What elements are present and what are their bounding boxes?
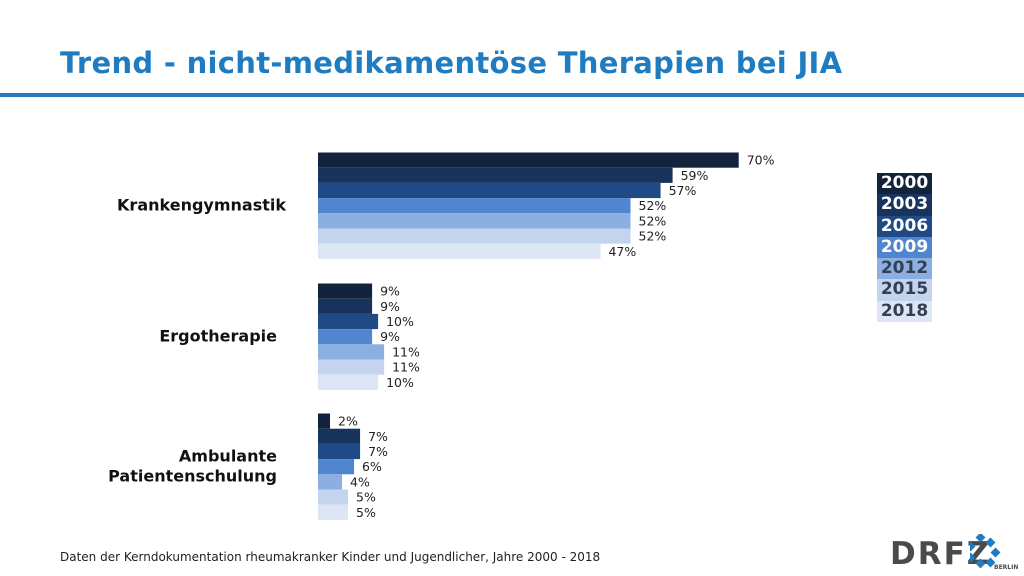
data-label: 10% [386,375,414,390]
category-label: Ergotherapie [159,327,277,346]
drfz-star-icon [970,534,1001,568]
bar-2006 [318,182,661,199]
category-label: Krankengymnastik [117,196,286,215]
legend-item-2015: 2015 [877,279,932,301]
legend-item-2009: 2009 [877,236,932,259]
bar-2009 [318,459,355,475]
drfz-logo: DRFZ BERLIN [890,532,1020,574]
data-label: 5% [356,505,376,520]
legend: 2000 2003 2006 2009 2012 2015 2018 [877,173,932,323]
data-label: 9% [380,284,400,299]
bar-2015 [318,228,631,244]
data-label: 11% [392,360,420,375]
bar-2006 [318,443,361,460]
category-label: Ambulante [179,447,277,466]
footer-note: Daten der Kerndokumentation rheumakranke… [60,550,601,564]
data-label: 47% [608,244,636,259]
category-label: Patientenschulung [108,467,277,486]
logo-subtext: BERLIN [994,564,1019,571]
data-label: 7% [368,429,388,444]
data-label: 5% [356,490,376,505]
data-label: 59% [681,168,709,183]
data-label: 11% [392,344,420,359]
bar-2015 [318,489,349,505]
bar-2006 [318,313,379,330]
legend-item-2000: 2000 [877,173,932,195]
data-label: 52% [639,198,667,213]
data-label: 70% [747,153,775,168]
bar-2003 [318,167,673,183]
logo-text: DRFZ [890,536,992,572]
data-label: 9% [380,299,400,314]
data-label: 7% [368,444,388,459]
bar-2018 [318,504,349,520]
bar-2012 [318,213,631,229]
bar-2012 [318,344,385,360]
data-label: 52% [639,213,667,228]
data-label: 6% [362,459,382,474]
data-label: 57% [669,183,697,198]
data-label: 10% [386,314,414,329]
legend-item-2006: 2006 [877,215,932,237]
legend-item-2012: 2012 [877,258,932,280]
bar-2018 [318,374,379,390]
data-label: 52% [639,229,667,244]
bar-2009 [318,329,373,345]
bar-2000 [318,413,331,429]
legend-item-2018: 2018 [877,300,932,323]
bar-2000 [318,152,739,168]
bar-2003 [318,298,373,314]
data-label: 4% [350,474,370,489]
bar-2003 [318,428,361,444]
bar-2000 [318,283,373,299]
bar-2018 [318,243,601,259]
data-label: 9% [380,329,400,344]
bar-2015 [318,359,385,375]
data-label: 2% [338,414,358,429]
page-title: Trend - nicht-medikamentöse Therapien be… [60,46,843,80]
legend-item-2003: 2003 [877,194,932,216]
bar-2012 [318,474,343,490]
title-divider [0,93,1024,97]
bar-2009 [318,198,631,214]
